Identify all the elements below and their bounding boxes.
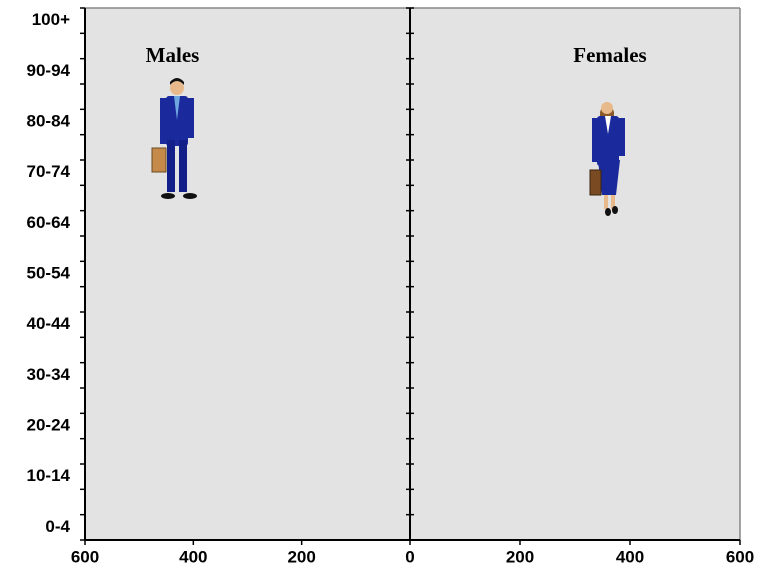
x-tick-label: 0 <box>405 547 414 566</box>
panel-title: Males <box>146 43 200 67</box>
y-tick-label: 70-74 <box>27 162 71 181</box>
y-tick-label: 100+ <box>32 10 70 29</box>
plot-background <box>85 8 740 540</box>
x-tick-label: 400 <box>616 547 644 566</box>
y-tick-label: 80-84 <box>27 111 71 130</box>
y-tick-label: 10-14 <box>27 466 71 485</box>
x-tick-label: 600 <box>726 547 754 566</box>
figures <box>151 78 625 216</box>
y-tick-label: 60-64 <box>27 213 71 232</box>
y-tick-label: 90-94 <box>27 61 71 80</box>
x-tick-label: 400 <box>179 547 207 566</box>
x-tick-label: 200 <box>506 547 534 566</box>
y-tick-label: 50-54 <box>27 263 71 282</box>
y-tick-label: 20-24 <box>27 415 71 434</box>
female-figure <box>589 102 625 216</box>
y-tick-label: 30-34 <box>27 365 71 384</box>
y-tick-label: 0-4 <box>45 517 70 536</box>
panel-title: Females <box>573 43 646 67</box>
male-figure <box>151 78 197 199</box>
x-tick-label: 200 <box>287 547 315 566</box>
y-tick-label: 40-44 <box>27 314 71 333</box>
x-tick-label: 600 <box>71 547 99 566</box>
